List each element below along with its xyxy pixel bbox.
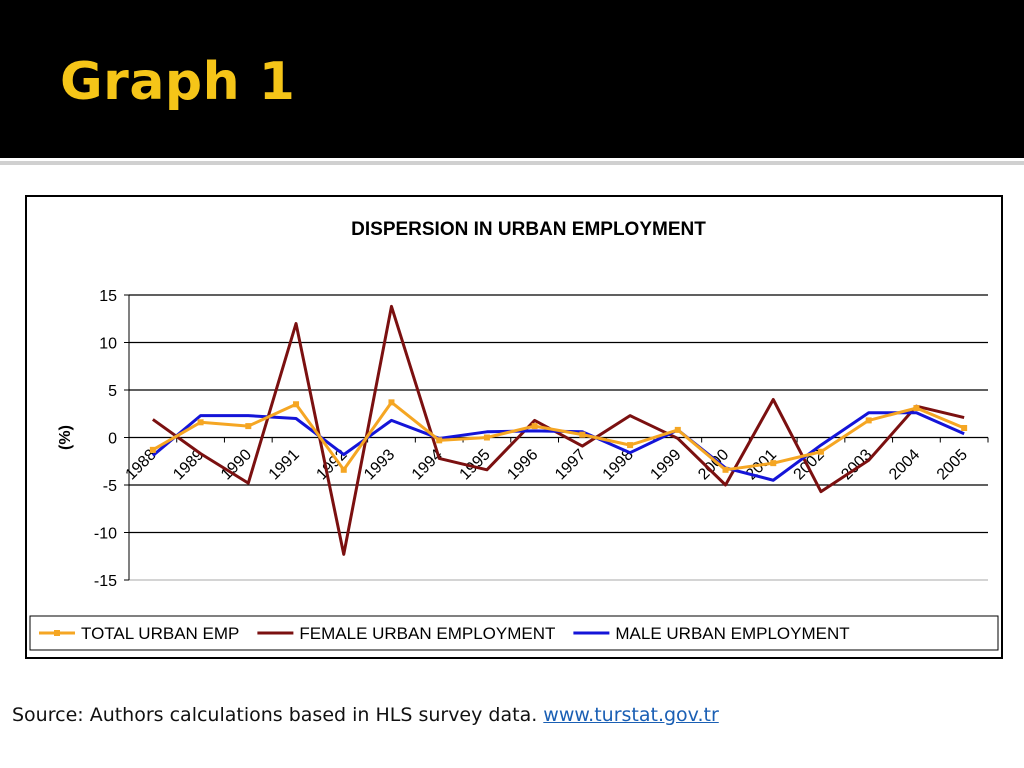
legend-box (29, 615, 999, 651)
y-tick-label: 10 (99, 336, 117, 353)
series-line (151, 304, 965, 556)
source-note: Source: Authors calculations based in HL… (12, 704, 719, 726)
x-tick-label: 1989 (170, 446, 207, 483)
data-point (579, 431, 586, 438)
data-point (436, 437, 443, 444)
y-tick-label: 5 (108, 383, 117, 400)
data-point (961, 425, 968, 431)
legend-label: FEMALE URBAN EMPLOYMENT (299, 624, 555, 643)
source-text: Source: Authors calculations based in HL… (12, 704, 538, 726)
x-tick-label: 2004 (886, 446, 923, 483)
x-tick-label: 1994 (409, 446, 446, 483)
data-point (722, 466, 729, 473)
data-point (531, 423, 538, 430)
series-line (152, 400, 965, 472)
x-tick-label: 2005 (934, 446, 971, 483)
data-point (245, 423, 252, 430)
data-point (388, 399, 395, 406)
data-point (674, 426, 681, 433)
data-point (293, 401, 300, 408)
x-tick-label: 1999 (647, 446, 684, 483)
data-point (913, 405, 920, 412)
x-tick-label: 1996 (504, 446, 541, 483)
data-point (817, 448, 824, 455)
x-tick-label: 1997 (552, 446, 589, 483)
data-point (483, 434, 490, 441)
chart-frame: DISPERSION IN URBAN EMPLOYMENT 15 10 5 0 -5 -1… (25, 195, 1003, 659)
line-chart: DISPERSION IN URBAN EMPLOYMENT 15 10 5 0 -5 -1… (29, 219, 999, 651)
y-tick-label: -10 (94, 526, 117, 543)
legend-label: MALE URBAN EMPLOYMENT (615, 624, 849, 643)
data-point (865, 417, 872, 424)
y-axis-label: (%) (57, 425, 74, 450)
data-point (627, 442, 634, 449)
data-point (770, 460, 777, 467)
y-tick-label: 15 (99, 288, 117, 305)
legend-label: TOTAL URBAN EMP (81, 624, 239, 643)
slide-title: Graph 1 (60, 52, 296, 112)
source-link[interactable]: www.turstat.gov.tr (543, 704, 719, 726)
legend-marker (54, 630, 60, 636)
x-tick-label: 2000 (695, 446, 732, 483)
y-tick-label: 0 (108, 431, 117, 448)
y-tick-label: -5 (103, 478, 117, 495)
header-divider (0, 161, 1024, 165)
x-tick-label: 1993 (361, 446, 398, 483)
slide-header (0, 0, 1024, 158)
x-tick-label: 1991 (266, 446, 303, 483)
data-point (149, 446, 156, 453)
chart-title: DISPERSION IN URBAN EMPLOYMENT (351, 219, 706, 240)
data-point (340, 466, 347, 473)
data-point (197, 419, 204, 426)
y-tick-label: -15 (94, 573, 117, 590)
